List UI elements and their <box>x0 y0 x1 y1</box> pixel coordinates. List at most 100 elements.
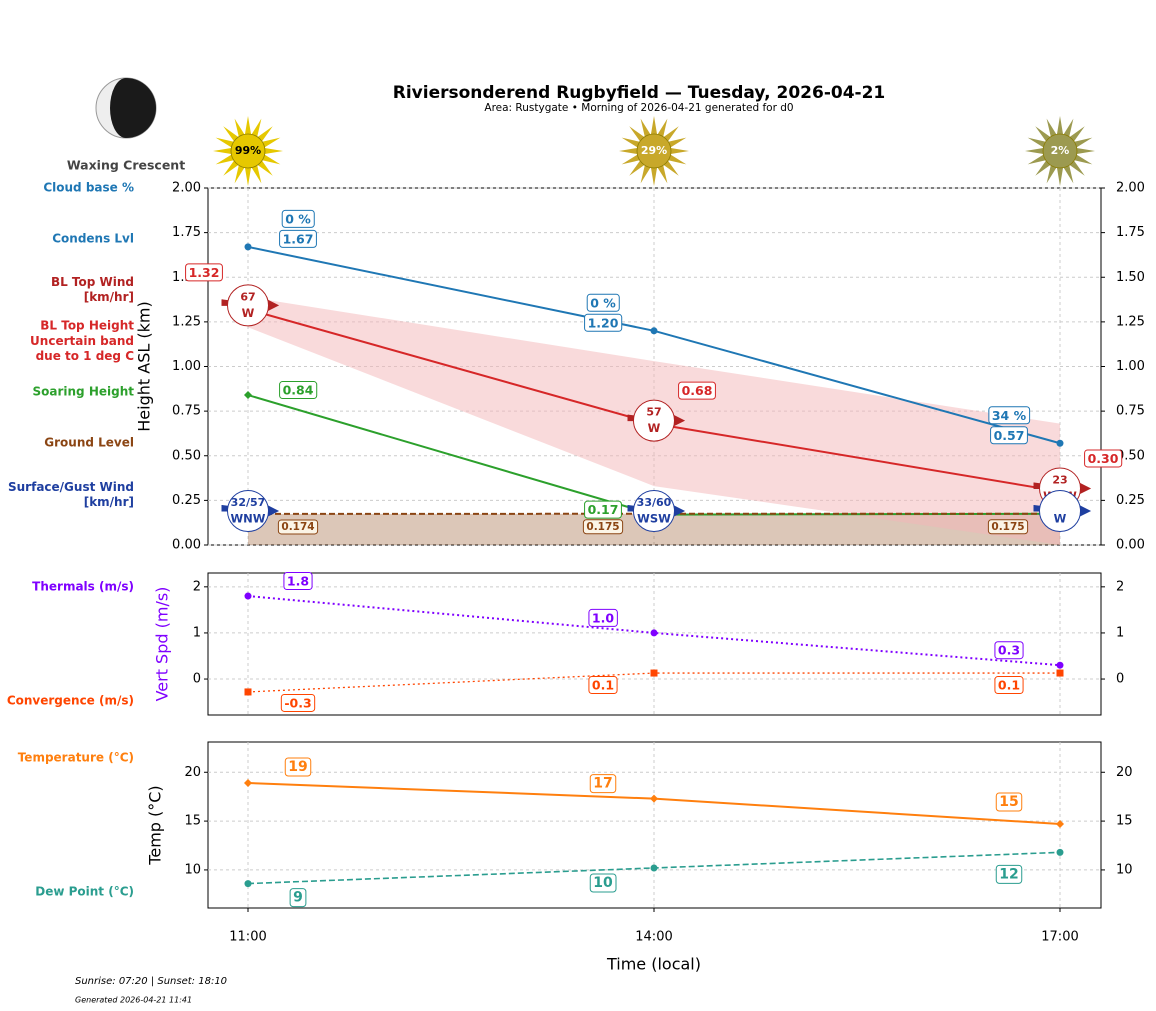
data-label: 0.17 <box>584 500 622 519</box>
point <box>650 629 658 637</box>
moon-phase: Waxing Crescent <box>67 158 185 173</box>
point <box>1056 820 1064 829</box>
sun-label: 2% <box>1051 144 1070 157</box>
sun-ray <box>668 137 687 148</box>
sun-ray <box>621 154 640 165</box>
data-label: -0.3 <box>280 693 316 712</box>
y2-tick-label: 1.25 <box>1116 314 1145 329</box>
data-label-text: 19 <box>288 759 307 775</box>
data-label: 0.3 <box>994 641 1024 660</box>
wind-dir: WNW <box>231 512 266 526</box>
y2-tick-label: 0.25 <box>1116 493 1145 508</box>
y2-tick-label: 1.75 <box>1116 225 1145 240</box>
label-box <box>185 263 223 282</box>
label-box <box>678 381 716 400</box>
sun-ray <box>215 137 234 148</box>
label-box <box>279 381 318 400</box>
data-label-text: 0 % <box>590 295 616 310</box>
sun-ray <box>1027 154 1046 165</box>
y2-tick-label: 2.00 <box>1116 181 1145 196</box>
data-label: 17 <box>589 774 617 794</box>
sun-ray <box>244 116 252 135</box>
sun-ray <box>251 165 262 184</box>
sun-label: 29% <box>641 144 667 157</box>
sun-ray <box>1069 160 1085 176</box>
sun-ray <box>1056 116 1064 135</box>
wind-speed: 32/57 <box>231 496 266 509</box>
y2-tick-label: 0.75 <box>1116 404 1145 419</box>
wind-dir: W <box>242 306 255 320</box>
sun-icon: 99% <box>213 116 283 186</box>
point <box>650 327 658 335</box>
side-label: Uncertain band due to 1 deg C <box>30 334 134 363</box>
wind-circle <box>227 284 269 327</box>
y-tick-label: 0.25 <box>172 493 201 508</box>
data-label: 0.84 <box>279 381 318 400</box>
label-box <box>994 676 1024 695</box>
point <box>650 864 658 872</box>
data-label: 0 % <box>281 209 315 228</box>
y-tick-label: 2.00 <box>172 181 201 196</box>
sun-ray <box>657 165 668 184</box>
sun-ray <box>1063 118 1074 137</box>
wind-dir: W <box>648 421 661 435</box>
y2-tick-label: 0.50 <box>1116 448 1145 463</box>
y2-tick-label: 1.50 <box>1116 270 1145 285</box>
label-box <box>584 313 623 332</box>
sun-icon: 2% <box>1025 116 1095 186</box>
sun-ray <box>668 154 687 165</box>
side-label: BL Top Height <box>40 318 134 333</box>
y-tick-label: 0.50 <box>172 448 201 463</box>
y-tick-label: 1 <box>193 625 201 640</box>
data-label-text: 0.175 <box>991 521 1024 533</box>
label-box <box>987 519 1029 535</box>
y-tick-label: 1.75 <box>172 225 201 240</box>
point <box>1056 661 1064 669</box>
label-box <box>995 864 1023 884</box>
label-box <box>280 693 316 712</box>
wind-speed: 33/60 <box>637 496 672 509</box>
label-box <box>279 229 317 248</box>
side-label: Thermals (m/s) <box>32 579 134 594</box>
label-box <box>584 500 622 519</box>
point <box>244 688 252 696</box>
sun-ray <box>663 126 679 142</box>
sun-ray <box>234 165 245 184</box>
sun-ray <box>629 160 645 176</box>
sun-ray <box>1069 126 1085 142</box>
data-label-text: 0 % <box>285 211 311 226</box>
sun-ray <box>1027 137 1046 148</box>
point <box>650 669 658 677</box>
data-label: 0.174 <box>277 519 319 535</box>
y2-tick-label: 0.00 <box>1116 538 1145 553</box>
y-tick-label: 0.75 <box>172 404 201 419</box>
y2-tick-label: 15 <box>1116 814 1133 829</box>
data-label-text: 0.30 <box>1088 451 1119 466</box>
point <box>244 592 252 600</box>
data-label: 1.32 <box>185 263 223 282</box>
data-label-text: 1.32 <box>189 265 220 280</box>
data-label: 0.175 <box>987 519 1029 535</box>
wind-dir: W <box>1054 512 1067 526</box>
data-label-text: 17 <box>593 776 612 792</box>
data-label: 19 <box>284 757 312 777</box>
label-box <box>277 519 319 535</box>
y-tick-label: 20 <box>184 765 201 780</box>
data-label: 0.57 <box>990 426 1028 445</box>
side-label: Soaring Height <box>32 384 135 399</box>
data-label-text: 34 % <box>992 408 1027 423</box>
series-line <box>247 595 1061 667</box>
data-label: 1.8 <box>283 572 313 591</box>
side-label: Ground Level <box>44 435 134 450</box>
data-label: 10 <box>589 873 617 893</box>
sun-ray <box>640 165 651 184</box>
side-label: Dew Point (°C) <box>35 884 134 899</box>
x-tick-label: 17:00 <box>1041 930 1078 945</box>
y2-tick-label: 10 <box>1116 862 1133 877</box>
sun-ray <box>223 126 239 142</box>
sun-ray <box>1046 165 1057 184</box>
title: Riviersonderend Rugbyfield — Tuesday, 20… <box>393 83 886 103</box>
sun-ray <box>640 118 651 137</box>
sun-ray <box>621 137 640 148</box>
